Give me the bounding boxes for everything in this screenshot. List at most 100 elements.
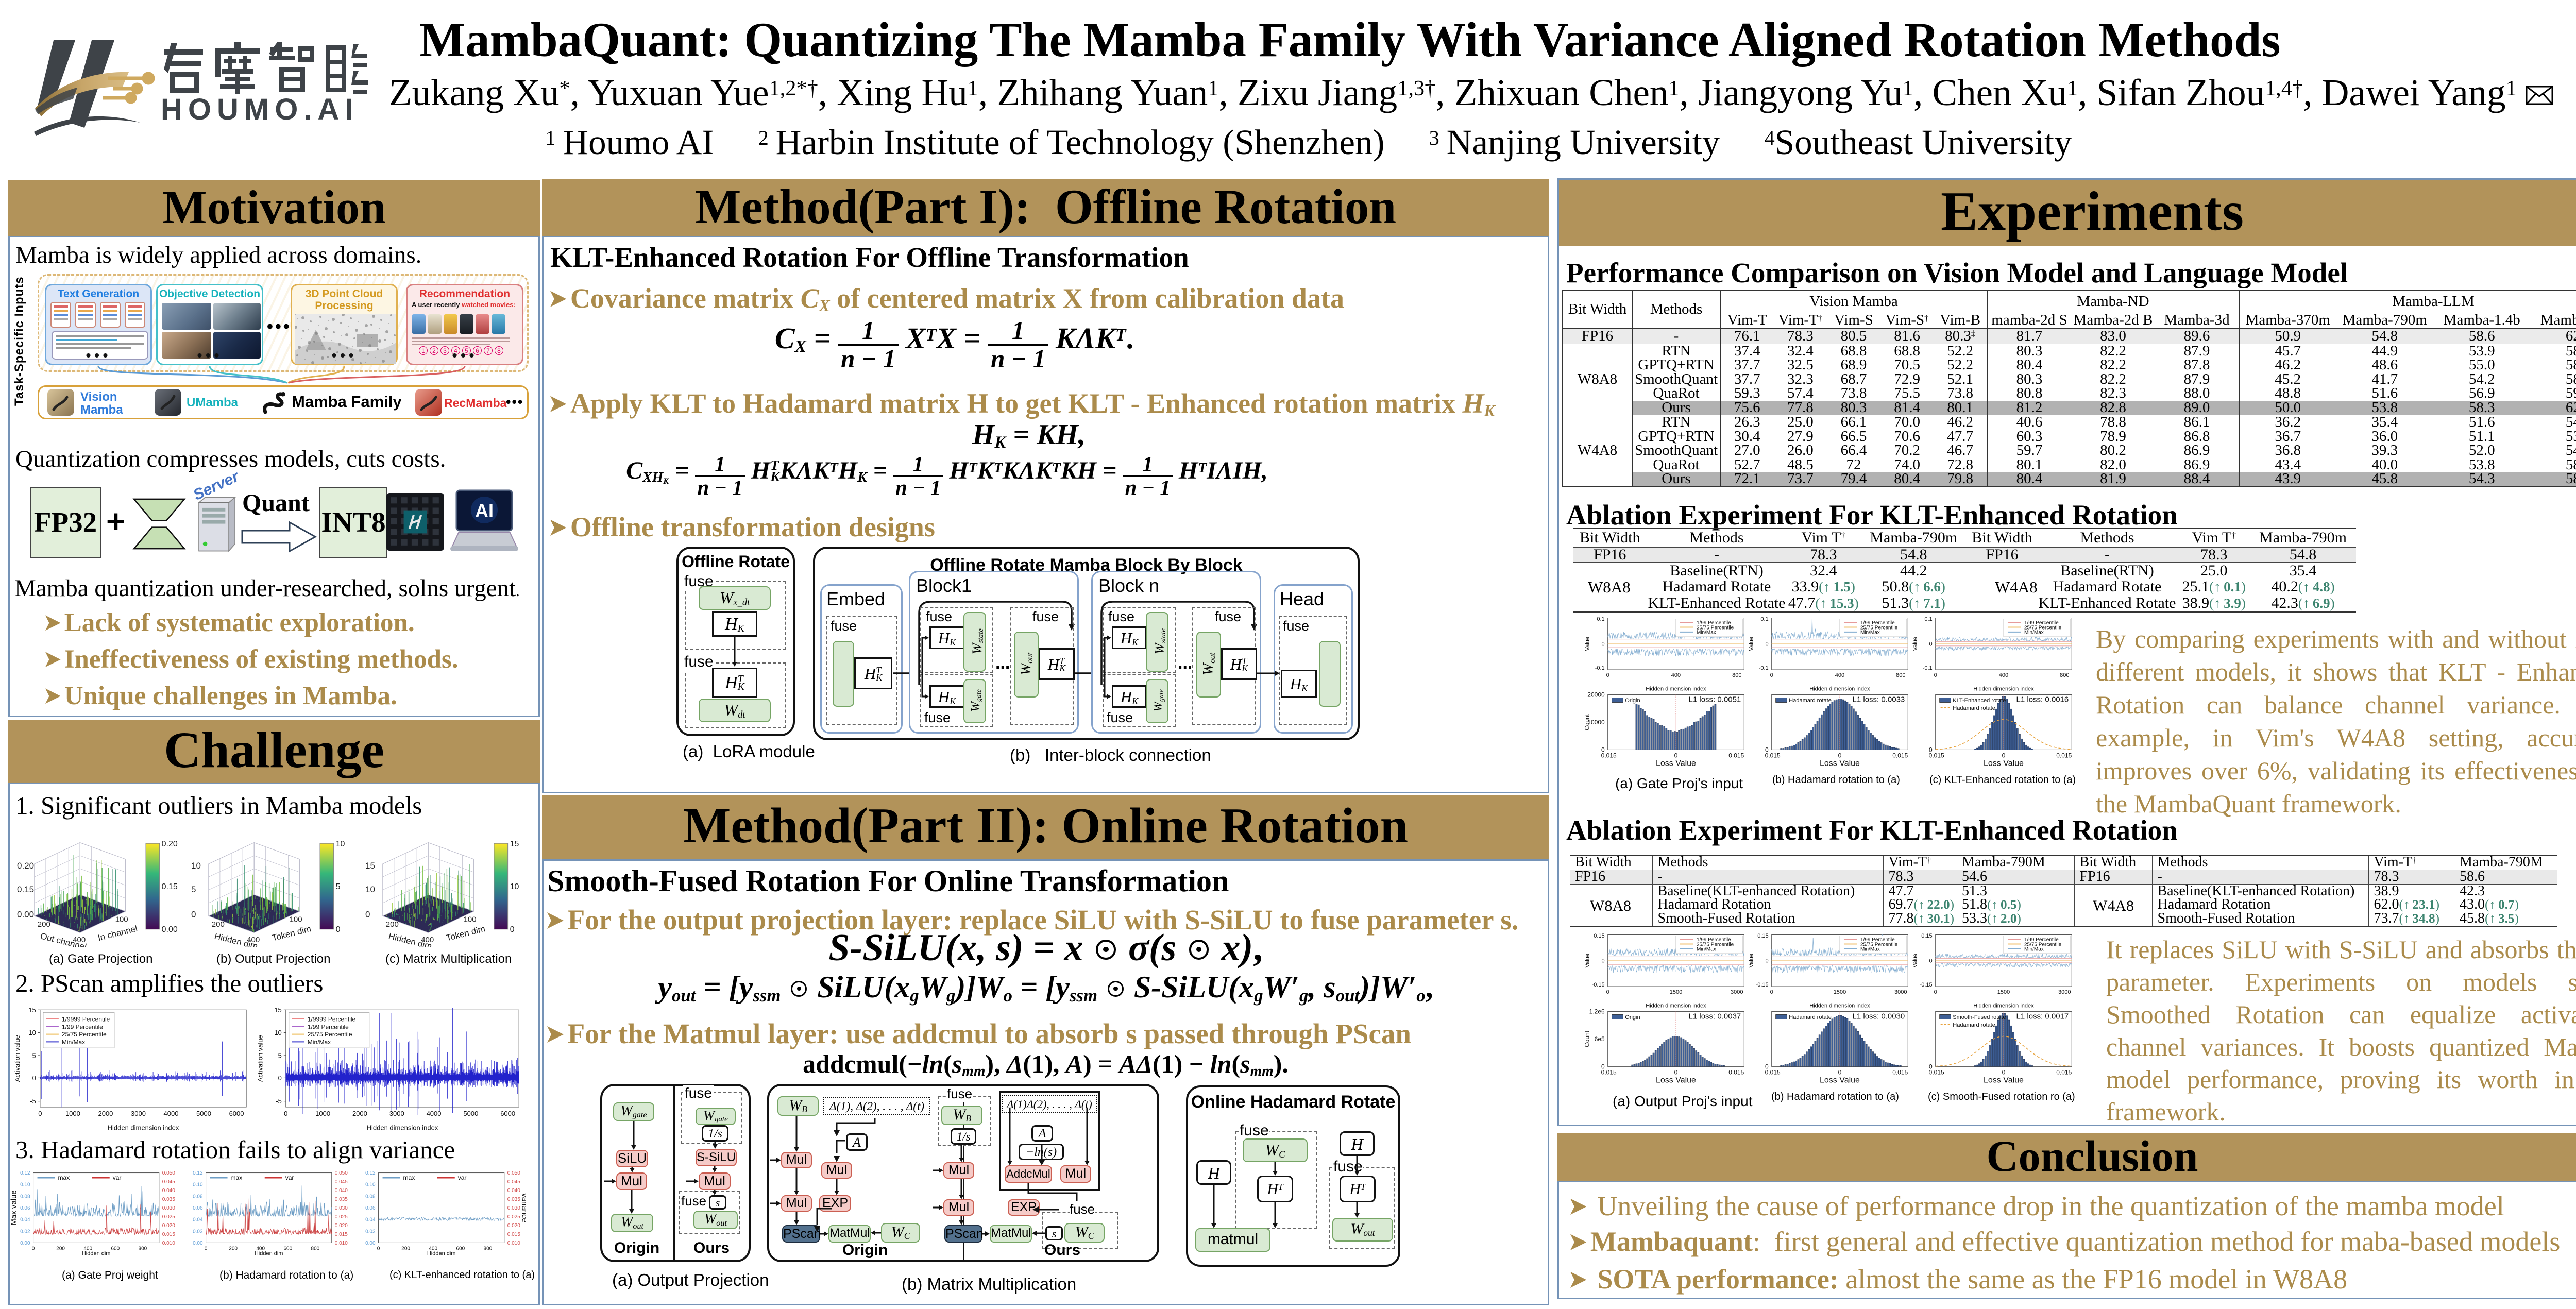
svg-text:400: 400 bbox=[1835, 672, 1844, 678]
svg-text:400: 400 bbox=[247, 936, 260, 944]
svg-text:Value: Value bbox=[1748, 637, 1754, 651]
svg-text:0.04: 0.04 bbox=[365, 1217, 376, 1223]
svg-text:-0.015: -0.015 bbox=[1599, 752, 1617, 759]
svg-text:10: 10 bbox=[365, 885, 375, 894]
svg-text:400: 400 bbox=[73, 936, 86, 944]
svg-text:5: 5 bbox=[32, 1052, 36, 1060]
svg-text:0.035: 0.035 bbox=[162, 1197, 175, 1202]
svg-text:0.015: 0.015 bbox=[507, 1232, 520, 1237]
svg-text:0.040: 0.040 bbox=[162, 1188, 175, 1194]
svg-text:100: 100 bbox=[464, 915, 477, 924]
svg-text:L1 loss: 0.0017: L1 loss: 0.0017 bbox=[2016, 1012, 2069, 1021]
svg-text:25/75 Percentile: 25/75 Percentile bbox=[1697, 625, 1734, 631]
svg-text:Hidden dim: Hidden dim bbox=[427, 1250, 456, 1256]
svg-text:Min/Max: Min/Max bbox=[2024, 630, 2044, 636]
svg-text:0.015: 0.015 bbox=[1892, 752, 1908, 759]
svg-text:Hidden dimension index: Hidden dimension index bbox=[367, 1124, 438, 1132]
svg-text:0.045: 0.045 bbox=[162, 1179, 175, 1185]
svg-text:0.020: 0.020 bbox=[335, 1223, 348, 1229]
svg-text:Hidden dimension index: Hidden dimension index bbox=[108, 1124, 179, 1132]
svg-text:10: 10 bbox=[274, 1029, 281, 1036]
svg-text:Origin: Origin bbox=[1625, 1014, 1640, 1021]
svg-text:Count: Count bbox=[1584, 713, 1590, 730]
svg-text:1000: 1000 bbox=[65, 1110, 80, 1117]
svg-text:Hidden dim: Hidden dim bbox=[82, 1250, 111, 1256]
svg-text:1/99 Percentile: 1/99 Percentile bbox=[2024, 620, 2059, 626]
svg-text:Min/Max: Min/Max bbox=[2024, 947, 2044, 953]
svg-text:0: 0 bbox=[1929, 1063, 1933, 1070]
svg-text:0: 0 bbox=[1770, 672, 1773, 678]
svg-text:Hidden dimension index: Hidden dimension index bbox=[1973, 686, 2034, 692]
svg-text:Origin: Origin bbox=[1625, 698, 1640, 704]
svg-text:400: 400 bbox=[83, 1246, 92, 1251]
svg-text:KLT-Enhanced rotate: KLT-Enhanced rotate bbox=[1953, 698, 2006, 704]
svg-text:15: 15 bbox=[365, 861, 375, 871]
svg-text:400: 400 bbox=[1999, 672, 2008, 678]
svg-text:0.020: 0.020 bbox=[507, 1223, 520, 1229]
svg-text:Value: Value bbox=[1584, 954, 1590, 967]
svg-text:0.040: 0.040 bbox=[335, 1188, 348, 1194]
svg-text:4000: 4000 bbox=[427, 1110, 442, 1117]
svg-text:0.02: 0.02 bbox=[365, 1229, 376, 1234]
svg-text:-5: -5 bbox=[30, 1097, 36, 1105]
svg-text:25/75 Percentile: 25/75 Percentile bbox=[1860, 942, 1898, 947]
svg-text:0.010: 0.010 bbox=[335, 1240, 348, 1246]
svg-text:-0.015: -0.015 bbox=[1927, 1068, 1944, 1076]
svg-text:3000: 3000 bbox=[389, 1110, 404, 1117]
svg-text:0.025: 0.025 bbox=[162, 1214, 175, 1220]
svg-text:0.050: 0.050 bbox=[507, 1170, 520, 1176]
svg-text:0: 0 bbox=[1602, 641, 1605, 648]
svg-text:Smooth-Fused rotate: Smooth-Fused rotate bbox=[1953, 1014, 2006, 1021]
svg-text:5: 5 bbox=[336, 882, 341, 891]
svg-text:In channel: In channel bbox=[97, 924, 139, 943]
svg-text:Min/Max: Min/Max bbox=[308, 1039, 331, 1046]
svg-text:0: 0 bbox=[1766, 641, 1769, 648]
svg-text:0.20: 0.20 bbox=[17, 861, 34, 871]
svg-text:100: 100 bbox=[115, 915, 128, 924]
svg-text:0.1: 0.1 bbox=[1760, 616, 1768, 622]
svg-text:200: 200 bbox=[212, 920, 225, 929]
svg-text:-0.015: -0.015 bbox=[1927, 752, 1944, 759]
svg-text:0.030: 0.030 bbox=[162, 1205, 175, 1211]
svg-text:Token dim: Token dim bbox=[271, 924, 312, 943]
svg-text:1/99 Percentile: 1/99 Percentile bbox=[62, 1023, 103, 1030]
svg-text:800: 800 bbox=[139, 1246, 147, 1251]
svg-text:15: 15 bbox=[28, 1006, 36, 1014]
svg-text:Value: Value bbox=[1748, 954, 1754, 967]
svg-text:200: 200 bbox=[56, 1246, 65, 1251]
svg-text:0.035: 0.035 bbox=[335, 1197, 348, 1202]
svg-text:6000: 6000 bbox=[500, 1110, 515, 1117]
svg-text:0.20: 0.20 bbox=[162, 840, 178, 848]
svg-text:Value: Value bbox=[1912, 637, 1918, 651]
svg-text:0.10: 0.10 bbox=[20, 1182, 30, 1188]
svg-text:3000: 3000 bbox=[2058, 989, 2071, 995]
svg-text:-0.015: -0.015 bbox=[1599, 1068, 1617, 1076]
svg-text:200: 200 bbox=[229, 1246, 238, 1251]
svg-text:1/99 Percentile: 1/99 Percentile bbox=[308, 1023, 349, 1030]
svg-text:0.035: 0.035 bbox=[507, 1197, 520, 1202]
svg-text:200: 200 bbox=[401, 1246, 410, 1251]
svg-text:1500: 1500 bbox=[1997, 989, 2010, 995]
svg-text:0: 0 bbox=[1929, 746, 1933, 754]
svg-text:L1 loss: 0.0037: L1 loss: 0.0037 bbox=[1689, 1012, 1741, 1021]
svg-text:0: 0 bbox=[1765, 746, 1769, 754]
svg-text:200: 200 bbox=[38, 920, 50, 929]
svg-text:0.12: 0.12 bbox=[20, 1170, 30, 1176]
svg-text:100: 100 bbox=[290, 915, 302, 924]
svg-text:5: 5 bbox=[191, 885, 196, 894]
svg-text:3000: 3000 bbox=[1731, 989, 1743, 995]
svg-text:0: 0 bbox=[1601, 746, 1605, 754]
svg-text:0: 0 bbox=[1934, 672, 1937, 678]
svg-text:6000: 6000 bbox=[229, 1110, 244, 1117]
svg-text:L1 loss: 0.0016: L1 loss: 0.0016 bbox=[2016, 695, 2069, 704]
svg-text:400: 400 bbox=[429, 1246, 437, 1251]
svg-text:0: 0 bbox=[1601, 1063, 1605, 1070]
svg-text:25/75 Percentile: 25/75 Percentile bbox=[2024, 625, 2062, 631]
svg-text:Activation value: Activation value bbox=[257, 1035, 264, 1082]
svg-text:0: 0 bbox=[205, 1246, 208, 1251]
svg-text:0.02: 0.02 bbox=[193, 1229, 203, 1234]
svg-text:0.015: 0.015 bbox=[1728, 752, 1744, 759]
svg-text:25/75 Percentile: 25/75 Percentile bbox=[1860, 625, 1898, 631]
svg-text:Value: Value bbox=[1584, 637, 1590, 651]
svg-text:0.15: 0.15 bbox=[162, 882, 178, 891]
